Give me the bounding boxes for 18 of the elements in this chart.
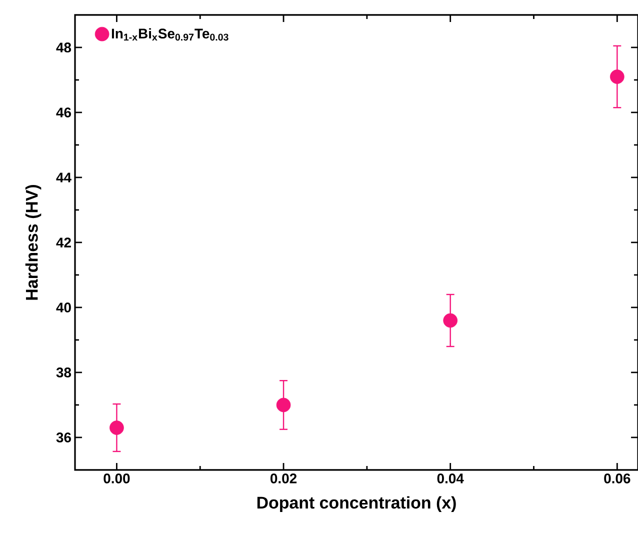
x-tick-label: 0.04 <box>437 473 464 484</box>
x-tick-label: 0.06 <box>604 473 630 484</box>
y-tick-label: 40 <box>56 302 71 312</box>
y-tick-label: 38 <box>56 368 72 378</box>
y-tick-label: 48 <box>56 42 72 52</box>
y-tick-label: 44 <box>56 172 72 182</box>
point <box>110 420 124 435</box>
x-tick-label: 0.00 <box>104 473 130 484</box>
point <box>443 313 458 328</box>
y-tick-label: 42 <box>56 238 71 248</box>
y-axis-title: Hardness (HV) <box>25 185 42 300</box>
y-tick-label: 36 <box>56 432 71 442</box>
x-axis-title: Dopant concentration (x) <box>257 496 456 512</box>
point <box>610 70 624 84</box>
legend-label: In$_{1-x}$Bi$_{x}$Se$_{0.97}$Te$_{0.03}$ <box>112 28 228 41</box>
point <box>276 398 291 412</box>
y-tick-label: 46 <box>56 108 71 118</box>
x-tick-label: 0.02 <box>270 473 297 484</box>
